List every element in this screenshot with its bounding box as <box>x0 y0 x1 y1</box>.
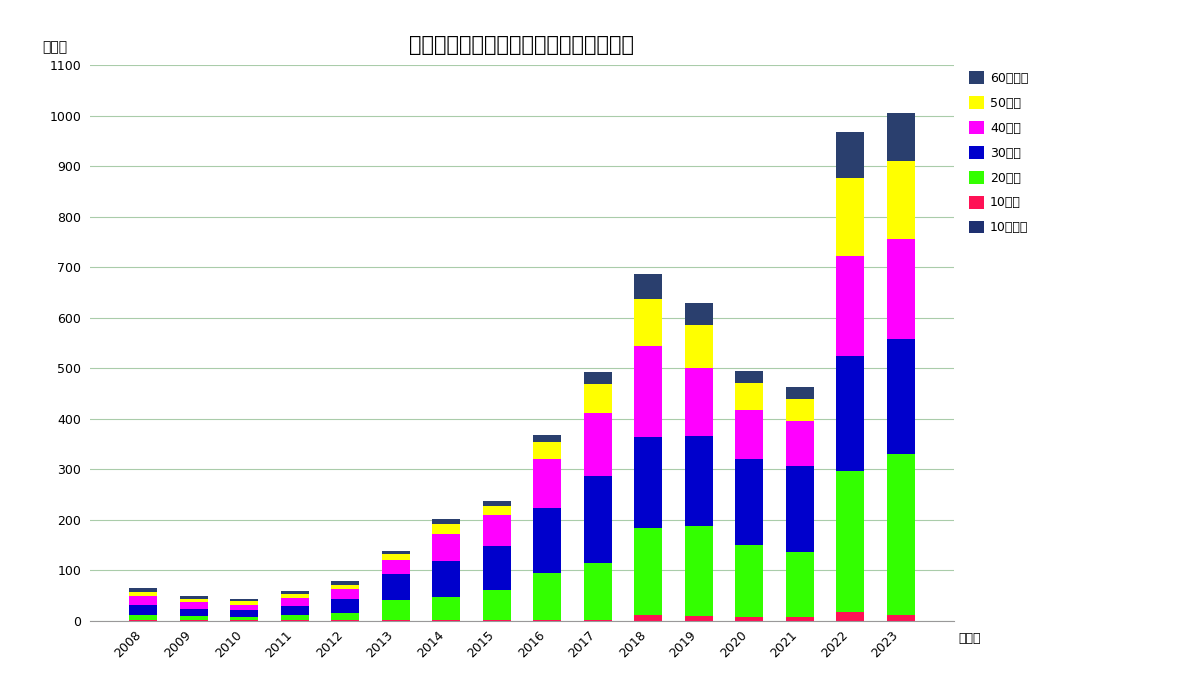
Bar <box>736 410 763 459</box>
Bar <box>281 615 308 620</box>
Bar <box>331 589 359 599</box>
Bar <box>584 413 612 476</box>
Bar <box>331 581 359 585</box>
Bar <box>382 601 409 620</box>
Bar <box>230 599 258 601</box>
Bar <box>432 519 460 524</box>
Bar <box>685 436 713 526</box>
Bar <box>685 325 713 368</box>
Bar <box>180 597 208 599</box>
Bar <box>482 546 511 591</box>
Bar <box>786 421 814 466</box>
Bar <box>635 614 662 620</box>
Bar <box>836 471 864 612</box>
Bar <box>635 346 662 437</box>
Bar <box>281 595 308 599</box>
Text: （年）: （年） <box>958 632 980 645</box>
Bar <box>685 368 713 436</box>
Bar <box>836 612 864 620</box>
Bar <box>786 616 814 620</box>
Bar <box>533 573 562 620</box>
Bar <box>887 454 914 614</box>
Title: 大阪府の年代別梅毒報告数推移（男性）: 大阪府の年代別梅毒報告数推移（男性） <box>409 35 635 55</box>
Bar <box>482 506 511 514</box>
Bar <box>230 601 258 605</box>
Bar <box>887 161 914 239</box>
Bar <box>180 603 208 609</box>
Bar <box>130 592 157 596</box>
Bar <box>432 535 460 560</box>
Bar <box>635 300 662 346</box>
Bar <box>736 616 763 620</box>
Bar <box>786 387 814 400</box>
Bar <box>685 304 713 325</box>
Bar <box>432 597 460 620</box>
Bar <box>281 591 308 595</box>
Bar <box>533 458 562 508</box>
Bar <box>180 599 208 603</box>
Bar <box>836 256 864 356</box>
Bar <box>736 459 763 545</box>
Bar <box>230 616 258 620</box>
Bar <box>635 528 662 614</box>
Bar <box>382 560 409 574</box>
Bar <box>685 616 713 620</box>
Legend: 60歳以上, 50歳代, 40歳代, 30歳代, 20歳代, 10歳代, 10歳未満: 60歳以上, 50歳代, 40歳代, 30歳代, 20歳代, 10歳代, 10歳… <box>968 72 1028 234</box>
Bar <box>584 372 612 384</box>
Bar <box>584 563 612 620</box>
Bar <box>887 239 914 339</box>
Bar <box>887 113 914 161</box>
Bar <box>130 596 157 605</box>
Bar <box>584 476 612 563</box>
Bar <box>382 554 409 560</box>
Bar <box>482 501 511 506</box>
Bar <box>786 466 814 552</box>
Bar <box>432 524 460 535</box>
Bar <box>281 606 308 615</box>
Bar <box>281 599 308 606</box>
Bar <box>482 591 511 620</box>
Bar <box>130 615 157 620</box>
Bar <box>584 384 612 413</box>
Bar <box>736 545 763 616</box>
Bar <box>836 132 864 178</box>
Bar <box>736 383 763 410</box>
Text: （件）: （件） <box>43 40 67 54</box>
Bar <box>432 560 460 597</box>
Bar <box>331 585 359 589</box>
Bar <box>836 178 864 256</box>
Bar <box>180 609 208 616</box>
Bar <box>786 400 814 421</box>
Bar <box>635 437 662 528</box>
Bar <box>382 574 409 601</box>
Bar <box>482 514 511 546</box>
Bar <box>533 508 562 573</box>
Bar <box>533 435 562 442</box>
Bar <box>331 599 359 612</box>
Bar <box>635 274 662 300</box>
Bar <box>887 339 914 454</box>
Bar <box>382 551 409 554</box>
Bar <box>331 612 359 620</box>
Bar <box>887 614 914 620</box>
Bar <box>230 610 258 616</box>
Bar <box>836 356 864 471</box>
Bar <box>230 605 258 610</box>
Bar <box>130 588 157 592</box>
Bar <box>533 442 562 458</box>
Bar <box>685 526 713 616</box>
Bar <box>180 616 208 620</box>
Bar <box>130 605 157 615</box>
Bar <box>786 552 814 616</box>
Bar <box>736 371 763 383</box>
